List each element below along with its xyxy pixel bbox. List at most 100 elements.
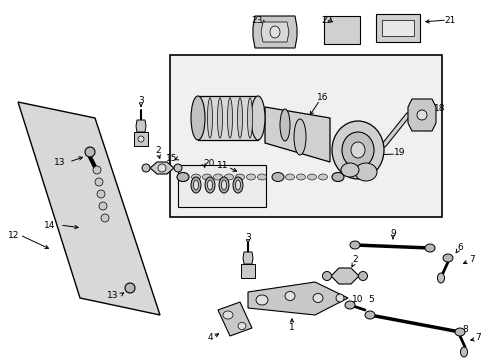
Polygon shape [375, 14, 419, 42]
Text: 7: 7 [468, 256, 474, 265]
Polygon shape [261, 22, 288, 42]
Ellipse shape [322, 271, 331, 280]
Text: 3: 3 [244, 234, 250, 243]
Ellipse shape [204, 177, 215, 193]
Bar [198, 96, 258, 140]
Bar [134, 132, 148, 146]
Bar [241, 264, 254, 278]
Ellipse shape [125, 283, 135, 293]
Polygon shape [407, 99, 435, 131]
Ellipse shape [227, 98, 232, 138]
Text: 11: 11 [217, 161, 228, 170]
Ellipse shape [193, 180, 198, 190]
Ellipse shape [217, 98, 222, 138]
Ellipse shape [256, 295, 267, 305]
Bar [178, 165, 265, 207]
Ellipse shape [99, 202, 107, 210]
Bar [170, 55, 441, 217]
Polygon shape [330, 268, 358, 284]
Polygon shape [381, 20, 413, 36]
Text: 2: 2 [351, 256, 357, 265]
Ellipse shape [424, 244, 434, 252]
Ellipse shape [437, 273, 444, 283]
Ellipse shape [454, 328, 464, 336]
Text: 5: 5 [367, 296, 373, 305]
Text: 8: 8 [461, 325, 467, 334]
Polygon shape [136, 120, 146, 132]
Ellipse shape [93, 166, 101, 174]
Text: 7: 7 [474, 333, 480, 342]
Text: 7: 7 [336, 296, 342, 305]
Ellipse shape [257, 174, 266, 180]
Text: 2: 2 [155, 145, 161, 154]
Ellipse shape [177, 172, 189, 181]
Text: 6: 6 [456, 243, 462, 252]
Ellipse shape [223, 311, 232, 319]
Ellipse shape [442, 254, 452, 262]
Text: 10: 10 [351, 296, 363, 305]
Ellipse shape [213, 174, 222, 180]
Text: 21: 21 [444, 15, 455, 24]
Ellipse shape [142, 164, 150, 172]
Ellipse shape [296, 174, 305, 180]
Text: 16: 16 [317, 93, 328, 102]
Text: 1: 1 [288, 323, 294, 332]
Ellipse shape [349, 241, 359, 249]
Ellipse shape [354, 163, 376, 181]
Polygon shape [264, 107, 329, 162]
Ellipse shape [345, 301, 354, 309]
Ellipse shape [364, 311, 374, 319]
Ellipse shape [340, 163, 358, 177]
Ellipse shape [246, 174, 255, 180]
Text: 18: 18 [433, 104, 445, 112]
Ellipse shape [293, 119, 305, 155]
Ellipse shape [269, 26, 280, 38]
Ellipse shape [219, 177, 228, 193]
Ellipse shape [250, 96, 264, 140]
Ellipse shape [318, 174, 327, 180]
Ellipse shape [238, 323, 245, 329]
Polygon shape [218, 302, 251, 336]
Ellipse shape [331, 121, 383, 179]
Ellipse shape [232, 177, 243, 193]
Text: 23: 23 [251, 15, 262, 24]
Ellipse shape [312, 293, 323, 302]
Ellipse shape [202, 174, 211, 180]
Ellipse shape [224, 174, 233, 180]
Ellipse shape [416, 110, 426, 120]
Text: 13: 13 [54, 158, 65, 166]
Polygon shape [247, 282, 347, 315]
Text: 17: 17 [202, 103, 213, 112]
Polygon shape [324, 16, 359, 44]
Ellipse shape [307, 174, 316, 180]
Text: 14: 14 [44, 220, 56, 230]
Text: 15: 15 [165, 153, 177, 162]
Polygon shape [150, 162, 174, 174]
Ellipse shape [271, 172, 284, 181]
Ellipse shape [247, 98, 252, 138]
Ellipse shape [191, 174, 200, 180]
Ellipse shape [85, 147, 95, 157]
Text: 13: 13 [107, 291, 119, 300]
Text: 3: 3 [138, 95, 143, 104]
Ellipse shape [350, 142, 364, 158]
Ellipse shape [341, 132, 373, 168]
Ellipse shape [285, 292, 294, 301]
Ellipse shape [280, 109, 289, 141]
Ellipse shape [235, 174, 244, 180]
Ellipse shape [207, 98, 212, 138]
Text: 22: 22 [321, 15, 332, 24]
Ellipse shape [174, 164, 182, 172]
Text: 12: 12 [8, 230, 20, 239]
Text: 20: 20 [203, 158, 214, 167]
Ellipse shape [191, 96, 204, 140]
Ellipse shape [335, 294, 343, 302]
Ellipse shape [460, 347, 467, 357]
Ellipse shape [285, 174, 294, 180]
Ellipse shape [237, 98, 242, 138]
Ellipse shape [207, 180, 212, 190]
Ellipse shape [191, 177, 201, 193]
Polygon shape [18, 102, 160, 315]
Polygon shape [252, 16, 296, 48]
Ellipse shape [235, 180, 240, 190]
